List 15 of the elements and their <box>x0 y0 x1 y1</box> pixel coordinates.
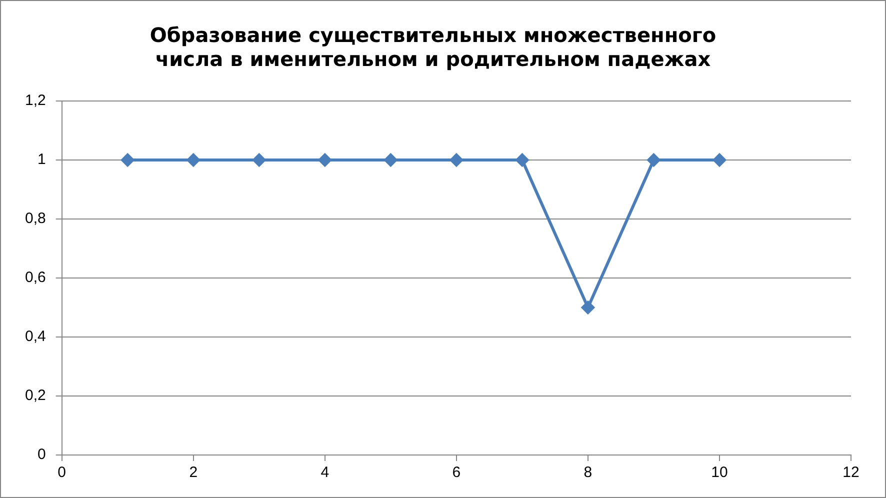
y-tick-label: 0 <box>38 446 46 464</box>
x-tick-label: 4 <box>320 464 330 482</box>
x-tick-label: 12 <box>842 464 860 482</box>
y-tick-label: 1,2 <box>24 92 46 110</box>
y-tick-label: 0,8 <box>24 210 46 228</box>
x-tick-label: 6 <box>452 464 461 482</box>
y-tick-label: 1 <box>38 151 46 168</box>
y-tick-label: 0,6 <box>24 269 46 286</box>
x-tick-label: 10 <box>711 464 728 482</box>
chart-title: Образование существительных множественного числа в именительном и родительном падежах <box>150 23 716 72</box>
y-tick-label: 0,2 <box>24 387 46 404</box>
y-tick-label: 0,4 <box>24 328 46 346</box>
x-tick-label: 2 <box>189 464 198 482</box>
x-tick-label: 0 <box>58 464 66 482</box>
x-tick-label: 8 <box>584 464 592 482</box>
